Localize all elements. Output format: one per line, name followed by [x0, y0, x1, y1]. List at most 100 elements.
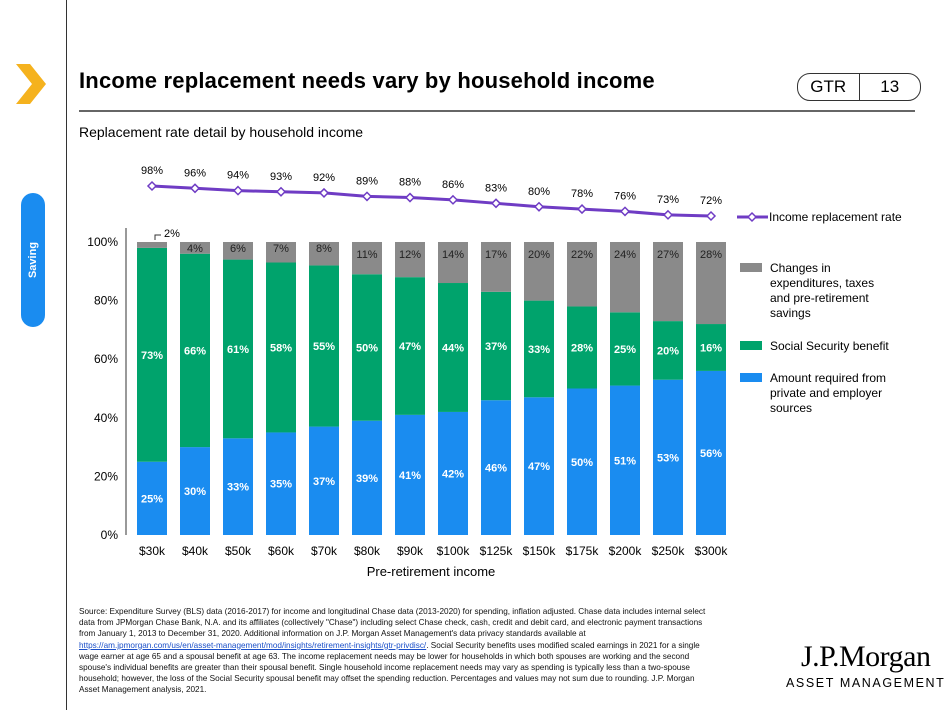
bar-segment — [567, 242, 597, 307]
legend-label: Amount required from private and employer… — [770, 371, 886, 415]
line-label: 92% — [313, 172, 335, 184]
badge-gtr: GTR — [798, 74, 860, 100]
legend-swatch — [740, 263, 762, 272]
y-tick-label: 100% — [87, 235, 118, 249]
logo-name: J.P.Morgan — [800, 640, 931, 673]
chart-title: Replacement rate detail by household inc… — [79, 124, 364, 140]
x-tick-label: $60k — [268, 544, 295, 558]
bar-label: 44% — [442, 342, 464, 354]
bar-label: 66% — [184, 345, 206, 357]
bar-label: 24% — [614, 249, 636, 261]
bar-label: 58% — [270, 342, 292, 354]
bar-segment — [395, 242, 425, 278]
bar-label: 22% — [571, 249, 593, 261]
page-title: Income replacement needs vary by househo… — [79, 68, 655, 93]
jpmorgan-logo: J.P.Morgan ASSET MANAGEMENT — [786, 640, 945, 690]
bar-segment — [438, 283, 468, 412]
line-label: 94% — [227, 170, 249, 182]
y-tick-label: 60% — [94, 352, 118, 366]
bar-label: 8% — [316, 243, 332, 255]
line-series — [151, 184, 712, 218]
bar-segment — [223, 438, 253, 535]
line-point — [275, 186, 287, 197]
bar-segment — [653, 379, 683, 535]
line-label: 96% — [184, 167, 206, 179]
line-point — [533, 201, 545, 212]
bar-segment — [309, 426, 339, 535]
bar-label: 30% — [184, 486, 206, 498]
page-badge: GTR 13 — [797, 73, 921, 101]
y-tick-label: 0% — [101, 528, 119, 542]
line-point — [705, 210, 717, 222]
bar-segment — [653, 242, 683, 322]
line-label: 72% — [700, 195, 722, 207]
bar-segment — [266, 432, 296, 535]
bar-segment — [223, 242, 253, 260]
bar-segment — [180, 447, 210, 535]
bar-label: 20% — [657, 345, 679, 357]
line-point — [232, 185, 244, 196]
y-tick-label: 20% — [94, 469, 118, 483]
bar-segment — [481, 291, 511, 401]
bar-label: 53% — [657, 452, 679, 464]
bar-label: 73% — [141, 350, 163, 362]
bar-segment — [266, 262, 296, 433]
x-tick-label: $90k — [397, 544, 424, 558]
bar-segment — [137, 461, 167, 535]
legend-label: Social Security benefit — [770, 339, 889, 353]
badge-page-number: 13 — [880, 77, 900, 96]
bar-label: 27% — [657, 249, 679, 261]
bar-segment — [309, 242, 339, 266]
line-label: 78% — [571, 188, 593, 200]
label-leader — [154, 234, 161, 240]
bar-segment — [481, 242, 511, 292]
sidebar-tab-saving[interactable]: Saving — [21, 193, 45, 327]
bar-label: 50% — [571, 457, 593, 469]
bar-segment — [567, 306, 597, 389]
bar-label: 35% — [270, 479, 292, 491]
bar-segment — [610, 312, 640, 386]
bar-label: 42% — [442, 468, 464, 480]
bar-label: 11% — [356, 249, 377, 261]
x-tick-label: $100k — [437, 544, 471, 558]
line-point — [662, 209, 674, 220]
x-tick-label: $30k — [139, 544, 166, 558]
logo-sub: ASSET MANAGEMENT — [786, 676, 946, 690]
privacy-link[interactable]: https://am.jpmorgan.com/us/en/asset-mana… — [79, 640, 427, 650]
bar-segment — [524, 242, 554, 301]
bar-label: 25% — [141, 493, 163, 505]
divider — [66, 0, 67, 710]
line-label: 83% — [485, 182, 507, 194]
bar-label: 61% — [227, 344, 249, 356]
line-point — [619, 206, 631, 217]
chart: 0% 20% 40% 60% 80% 100% 25% 73% 2% $30k 30% 66% 4% $4… — [87, 165, 902, 579]
bar-label: 4% — [187, 243, 203, 255]
footnote-text-2: . Social Security benefits uses modified… — [79, 640, 700, 695]
bar-segment — [352, 242, 382, 275]
legend-label: Changes in expenditures, taxes and pre-ret… — [770, 261, 874, 320]
line-label: 80% — [528, 186, 550, 198]
line-label: 76% — [614, 190, 636, 202]
x-tick-label: $300k — [695, 544, 729, 558]
bar-label: 33% — [227, 482, 249, 494]
legend-diamond-icon — [746, 211, 758, 223]
line-label: 86% — [442, 179, 464, 191]
footnote: Source: Expenditure Survey (BLS) data (2… — [79, 606, 709, 696]
bar-segment — [524, 397, 554, 535]
legend-swatch — [740, 341, 762, 350]
bar-segment — [438, 411, 468, 535]
line-label: 98% — [141, 165, 163, 177]
bar-label: 55% — [313, 341, 335, 353]
line-point — [404, 192, 416, 203]
bar-label: 28% — [571, 342, 593, 354]
y-tick-label: 40% — [94, 411, 118, 425]
line-label: 73% — [657, 194, 679, 206]
x-tick-label: $200k — [609, 544, 643, 558]
x-tick-label: $250k — [652, 544, 686, 558]
bar-segment — [696, 242, 726, 325]
bar-segment — [309, 265, 339, 427]
line-point — [189, 183, 201, 194]
title-rule — [79, 110, 915, 112]
x-tick-label: $175k — [566, 544, 600, 558]
bar-label: 12% — [399, 249, 421, 261]
